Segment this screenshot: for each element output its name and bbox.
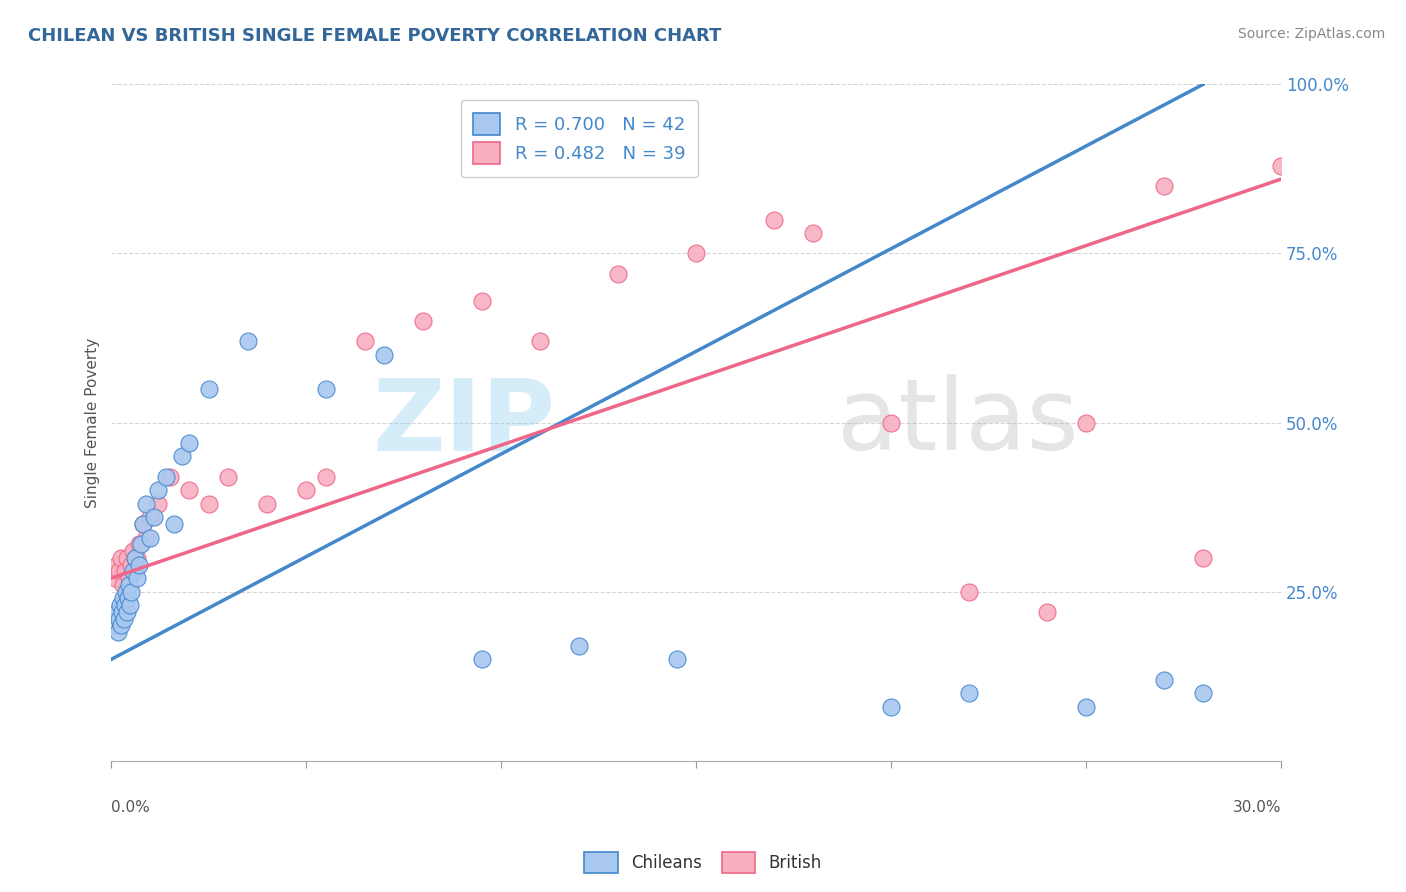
Point [125, 550, 148, 565]
Legend: R = 0.700   N = 42, R = 0.482   N = 39: R = 0.700 N = 42, R = 0.482 N = 39 [461, 100, 697, 177]
Point [295, 483, 318, 498]
Point [256, 497, 278, 511]
Point [155, 469, 177, 483]
Point [124, 550, 146, 565]
Text: ZIP: ZIP [373, 374, 555, 471]
Point [120, 598, 142, 612]
Point [1036, 605, 1059, 619]
Point [763, 212, 786, 227]
Point [128, 558, 150, 572]
Point [198, 382, 221, 396]
Text: atlas: atlas [837, 374, 1078, 471]
Point [139, 531, 162, 545]
Point [115, 584, 138, 599]
Point [129, 537, 152, 551]
Point [1153, 673, 1175, 687]
Point [315, 469, 337, 483]
Point [880, 416, 903, 430]
Point [529, 334, 551, 349]
Point [135, 497, 157, 511]
Point [104, 571, 127, 585]
Point [108, 612, 131, 626]
Point [121, 565, 143, 579]
Point [685, 246, 707, 260]
Text: 30.0%: 30.0% [1233, 799, 1281, 814]
Point [148, 497, 170, 511]
Point [110, 618, 132, 632]
Point [107, 625, 129, 640]
Point [117, 591, 139, 606]
Point [105, 605, 128, 619]
Point [179, 483, 201, 498]
Point [118, 578, 141, 592]
Point [957, 584, 980, 599]
Point [217, 469, 239, 483]
Point [236, 334, 259, 349]
Point [170, 450, 193, 464]
Point [315, 382, 337, 396]
Point [112, 612, 135, 626]
Point [120, 558, 142, 572]
Point [801, 226, 824, 240]
Point [957, 686, 980, 700]
Point [111, 605, 134, 619]
Point [110, 550, 132, 565]
Point [412, 314, 434, 328]
Point [471, 293, 494, 308]
Point [143, 510, 166, 524]
Point [135, 531, 157, 545]
Point [1270, 159, 1292, 173]
Point [1153, 178, 1175, 193]
Point [112, 591, 135, 606]
Text: CHILEAN VS BRITISH SINGLE FEMALE POVERTY CORRELATION CHART: CHILEAN VS BRITISH SINGLE FEMALE POVERTY… [28, 27, 721, 45]
Point [880, 699, 903, 714]
Point [148, 483, 170, 498]
Point [471, 652, 494, 666]
Point [105, 558, 128, 572]
Point [131, 516, 153, 531]
Point [568, 639, 591, 653]
Point [159, 469, 181, 483]
Point [115, 605, 138, 619]
Point [607, 267, 630, 281]
Point [114, 598, 136, 612]
Point [115, 550, 138, 565]
Point [665, 652, 688, 666]
Legend: Chileans, British: Chileans, British [578, 846, 828, 880]
Point [114, 565, 136, 579]
Point [353, 334, 375, 349]
Text: Source: ZipAtlas.com: Source: ZipAtlas.com [1237, 27, 1385, 41]
Point [118, 571, 141, 585]
Point [104, 618, 127, 632]
Text: 0.0%: 0.0% [111, 799, 150, 814]
Point [120, 584, 142, 599]
Point [198, 497, 221, 511]
Point [121, 544, 143, 558]
Point [139, 510, 162, 524]
Point [112, 578, 135, 592]
Point [373, 348, 395, 362]
Point [1074, 416, 1097, 430]
Point [179, 435, 201, 450]
Y-axis label: Single Female Poverty: Single Female Poverty [86, 337, 100, 508]
Point [163, 516, 186, 531]
Point [108, 598, 131, 612]
Point [1192, 686, 1215, 700]
Point [108, 565, 131, 579]
Point [1192, 550, 1215, 565]
Point [128, 537, 150, 551]
Point [124, 565, 146, 579]
Point [125, 571, 148, 585]
Point [1074, 699, 1097, 714]
Point [131, 516, 153, 531]
